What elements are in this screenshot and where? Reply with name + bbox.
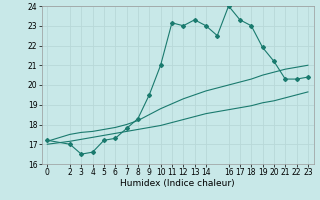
X-axis label: Humidex (Indice chaleur): Humidex (Indice chaleur) [120,179,235,188]
